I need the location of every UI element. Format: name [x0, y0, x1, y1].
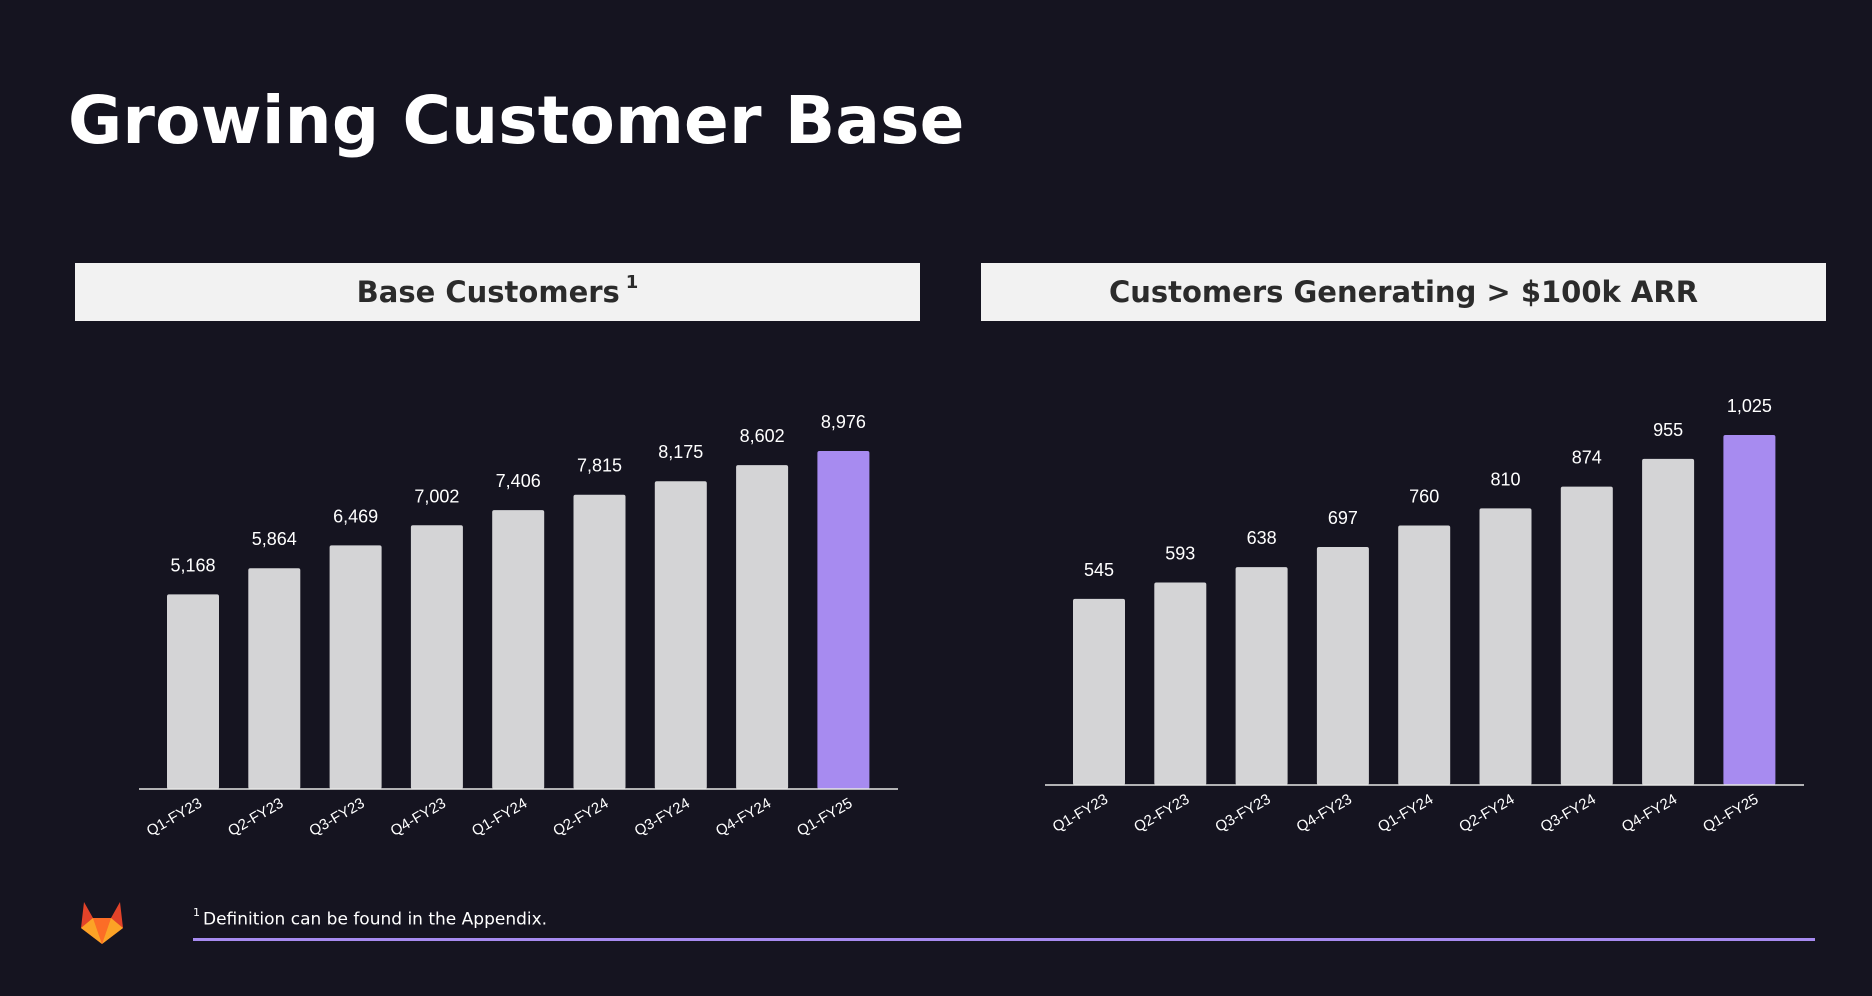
- data-label: 8,976: [821, 412, 866, 432]
- data-label: 545: [1084, 560, 1114, 580]
- bar-q1-fy25: [817, 451, 870, 789]
- footnote-text: Definition can be found in the Appendix.: [203, 909, 548, 930]
- x-tick-label: Q1-FY23: [144, 795, 205, 840]
- data-label: 874: [1572, 448, 1602, 468]
- page-title: Growing Customer Base: [68, 82, 965, 159]
- bar-q4-fy23: [410, 525, 463, 789]
- data-label: 760: [1409, 487, 1439, 507]
- bar-q4-fy24: [736, 465, 789, 789]
- x-tick-label: Q1-FY24: [1375, 791, 1436, 836]
- bar-q1-fy25: [1723, 435, 1776, 785]
- data-label: 5,168: [170, 555, 215, 575]
- data-label: 593: [1165, 544, 1195, 564]
- x-tick-label: Q2-FY23: [1131, 791, 1192, 836]
- x-tick-label: Q2-FY24: [550, 795, 611, 840]
- data-label: 7,002: [414, 486, 459, 506]
- x-tick-label: Q2-FY23: [225, 795, 286, 840]
- chart-title-text: Customers Generating > $100k ARR: [1108, 275, 1699, 309]
- bar-q2-fy24: [573, 494, 626, 789]
- bar-q2-fy23: [1154, 582, 1207, 785]
- data-label: 955: [1653, 420, 1683, 440]
- bar-q2-fy24: [1479, 508, 1532, 785]
- x-tick-label: Q3-FY23: [1212, 791, 1273, 836]
- gitlab-fox-icon: [81, 902, 123, 944]
- data-label: 697: [1328, 508, 1358, 528]
- x-tick-label: Q4-FY24: [713, 795, 774, 840]
- footer-rule: [193, 938, 1815, 941]
- x-tick-label: Q2-FY24: [1456, 791, 1517, 836]
- x-tick-label: Q1-FY23: [1050, 791, 1111, 836]
- bar-q3-fy24: [1560, 486, 1613, 785]
- data-label: 810: [1490, 469, 1520, 489]
- data-label: 8,175: [658, 442, 703, 462]
- footnote-marker: 1: [193, 906, 200, 919]
- chart-title-base-customers: Base Customers 1: [75, 263, 920, 321]
- data-label: 7,815: [577, 456, 622, 476]
- bar-q1-fy24: [1398, 525, 1451, 785]
- footnote: 1 Definition can be found in the Appendix…: [193, 906, 548, 930]
- x-tick-label: Q3-FY24: [1538, 791, 1599, 836]
- x-tick-label: Q1-FY24: [469, 795, 530, 840]
- chart-title-footnote-marker: 1: [625, 271, 639, 293]
- x-tick-label: Q1-FY25: [794, 795, 855, 840]
- bar-q3-fy23: [329, 545, 382, 789]
- arr-100k-customers-chart: 545 Q1-FY23 593 Q2-FY23 638 Q3-FY23 697 Q4-FY23…: [1045, 396, 1804, 836]
- bar-q3-fy23: [1235, 567, 1288, 785]
- bar-q1-fy23: [167, 594, 219, 789]
- data-label: 5,864: [252, 529, 297, 549]
- base-customers-chart: 5,168 Q1-FY23 5,864 Q2-FY23 6,469 Q3-FY23 7,00…: [139, 412, 898, 840]
- data-label: 6,469: [333, 506, 378, 526]
- x-tick-label: Q4-FY24: [1619, 791, 1680, 836]
- x-tick-label: Q3-FY23: [306, 795, 367, 840]
- data-label: 7,406: [496, 471, 541, 491]
- bar-q4-fy24: [1642, 458, 1695, 785]
- x-tick-label: Q4-FY23: [388, 795, 449, 840]
- bar-q1-fy23: [1073, 598, 1125, 785]
- x-tick-label: Q3-FY24: [632, 795, 693, 840]
- data-label: 1,025: [1727, 396, 1772, 416]
- data-label: 8,602: [740, 426, 785, 446]
- bar-q1-fy24: [492, 510, 545, 789]
- bar-q4-fy23: [1316, 547, 1369, 785]
- x-tick-label: Q4-FY23: [1294, 791, 1355, 836]
- chart-title-text: Base Customers: [356, 275, 620, 309]
- chart-title-100k-arr: Customers Generating > $100k ARR: [981, 263, 1826, 321]
- data-label: 638: [1247, 528, 1277, 548]
- bar-q2-fy23: [248, 568, 301, 789]
- x-tick-label: Q1-FY25: [1700, 791, 1761, 836]
- bar-q3-fy24: [654, 481, 707, 789]
